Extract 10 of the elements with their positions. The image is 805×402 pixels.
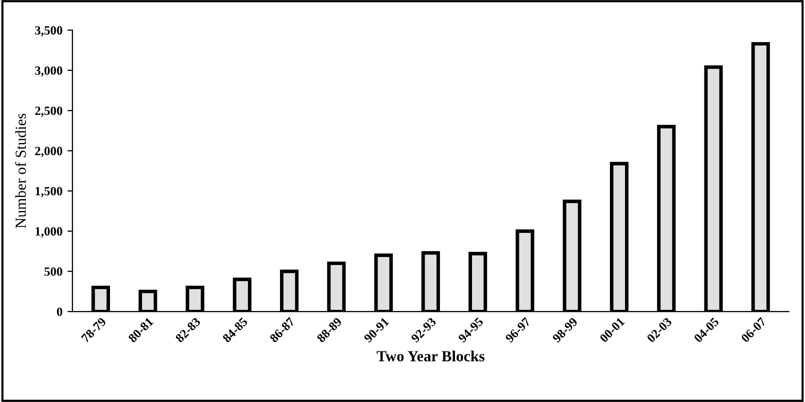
y-tick-label: 2,000	[35, 146, 62, 158]
y-tick-label: 500	[44, 267, 62, 276]
y-tick-label: 3,000	[35, 66, 62, 77]
y-tick-label: 2,500	[35, 106, 62, 117]
x-axis-title: Two Year Blocks	[376, 350, 484, 362]
y-tick-label: 1,000	[36, 227, 62, 238]
y-tick-label: 0	[56, 308, 62, 316]
y-tick-label: 1,500	[36, 186, 62, 198]
y-axis-title: Number of Studies	[15, 114, 26, 228]
y-tick-label: 3,500	[35, 26, 62, 36]
